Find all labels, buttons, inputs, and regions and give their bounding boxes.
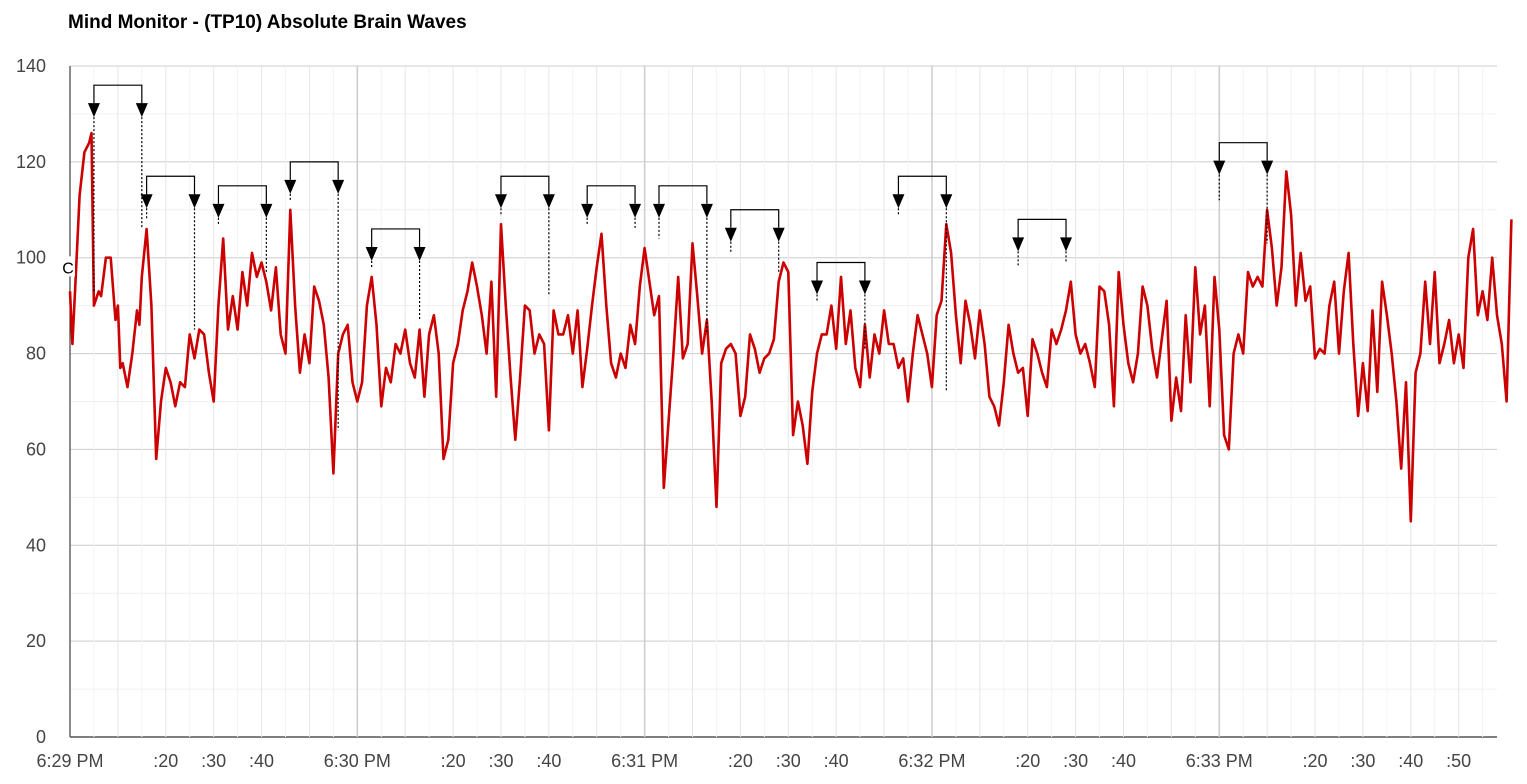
x-tick-label: :30 [488,751,513,771]
x-tick-label: :40 [1398,751,1423,771]
x-tick-label: 6:29 PM [36,751,103,771]
bracket-top [1017,218,1067,238]
bracket [1213,142,1274,244]
bracket-arrow-start [724,227,737,242]
y-tick-label: 120 [16,152,46,172]
x-tick-label: :20 [153,751,178,771]
bracket-arrow-start [811,280,824,295]
marker-labels: C [61,256,75,277]
x-tick-label: 6:32 PM [898,751,965,771]
bracket-top [586,185,636,204]
x-tick-label: :30 [1063,751,1088,771]
bracket-arrow-start [581,203,594,218]
bracket-annotations [87,84,1274,431]
x-tick-label: :20 [1015,751,1040,771]
grid-lines [69,65,1497,738]
bracket-arrow-start [87,103,100,118]
x-tick-label: :20 [1303,751,1328,771]
marker-label: C [62,260,74,277]
y-axis-ticks: 0 20 40 60 80 100 120 140 [16,56,46,747]
bracket-arrow-start [892,194,905,209]
y-tick-label: 0 [36,727,46,747]
bracket [811,261,871,349]
bracket-top [897,175,947,195]
y-tick-label: 80 [26,344,46,364]
bracket-top [289,161,339,180]
y-tick-label: 20 [26,631,46,651]
bracket-arrow-end [1261,160,1274,175]
bracket-arrow-end [940,194,953,209]
series-line [68,131,1513,523]
bracket-arrow-end [700,203,713,218]
bracket-top [1218,142,1268,161]
bracket-top [500,175,550,195]
bracket-arrow-start [284,179,297,194]
bracket-top [730,209,780,228]
series-lines [68,131,1513,523]
bracket-arrow-end [542,194,555,209]
bracket-arrow-end [858,280,871,295]
bracket-arrow-end [413,246,426,261]
bracket [140,175,201,330]
y-tick-label: 60 [26,439,46,459]
x-tick-label: :30 [776,751,801,771]
bracket [87,84,148,292]
x-tick-label: 6:33 PM [1186,751,1253,771]
bracket-arrow-end [772,227,785,242]
bracket-arrow-start [494,194,507,209]
chart-title: Mind Monitor - (TP10) Absolute Brain Wav… [68,12,467,33]
bracket-top [146,175,196,195]
x-tick-label: :30 [201,751,226,771]
bracket-top [816,261,866,281]
bracket-top [371,228,421,247]
bracket [581,185,642,229]
bracket [1012,218,1073,268]
x-tick-label: :40 [249,751,274,771]
bracket-arrow-end [629,203,642,218]
x-tick-label: 6:31 PM [611,751,678,771]
bracket-arrow-start [1213,160,1226,175]
bracket [652,185,713,335]
bracket-arrow-end [188,194,201,209]
bracket-top [217,185,267,204]
bracket-top [658,185,708,204]
y-tick-label: 100 [16,248,46,268]
bracket [212,185,273,273]
bracket-top [93,84,143,104]
y-tick-label: 140 [16,56,46,76]
x-tick-label: :30 [1350,751,1375,771]
bracket-arrow-end [135,103,148,118]
marker-bg [61,256,75,277]
bracket-arrow-start [1012,237,1025,252]
bracket [494,175,555,297]
bracket-arrow-start [652,203,665,218]
x-tick-label: :40 [536,751,561,771]
bracket-arrow-end [332,179,345,194]
bracket-arrow-end [1060,237,1073,252]
bracket-arrow-start [140,194,153,209]
x-tick-label: :20 [728,751,753,771]
bracket [724,209,785,273]
y-tick-label: 40 [26,535,46,555]
x-axis-ticks: 6:29 PM :20 :30 :40 6:30 PM :20 :30 :40 6:31 PM:… [36,751,1471,771]
bracket [365,228,426,321]
bracket-arrow-start [365,246,378,261]
bracket-arrow-start [212,203,225,218]
x-tick-label: :20 [441,751,466,771]
x-tick-label: :40 [1111,751,1136,771]
x-tick-label: :50 [1446,751,1471,771]
x-tick-label: :40 [824,751,849,771]
bracket [284,161,345,431]
bracket [892,175,953,392]
bracket-arrow-end [260,203,273,218]
x-tick-label: 6:30 PM [324,751,391,771]
